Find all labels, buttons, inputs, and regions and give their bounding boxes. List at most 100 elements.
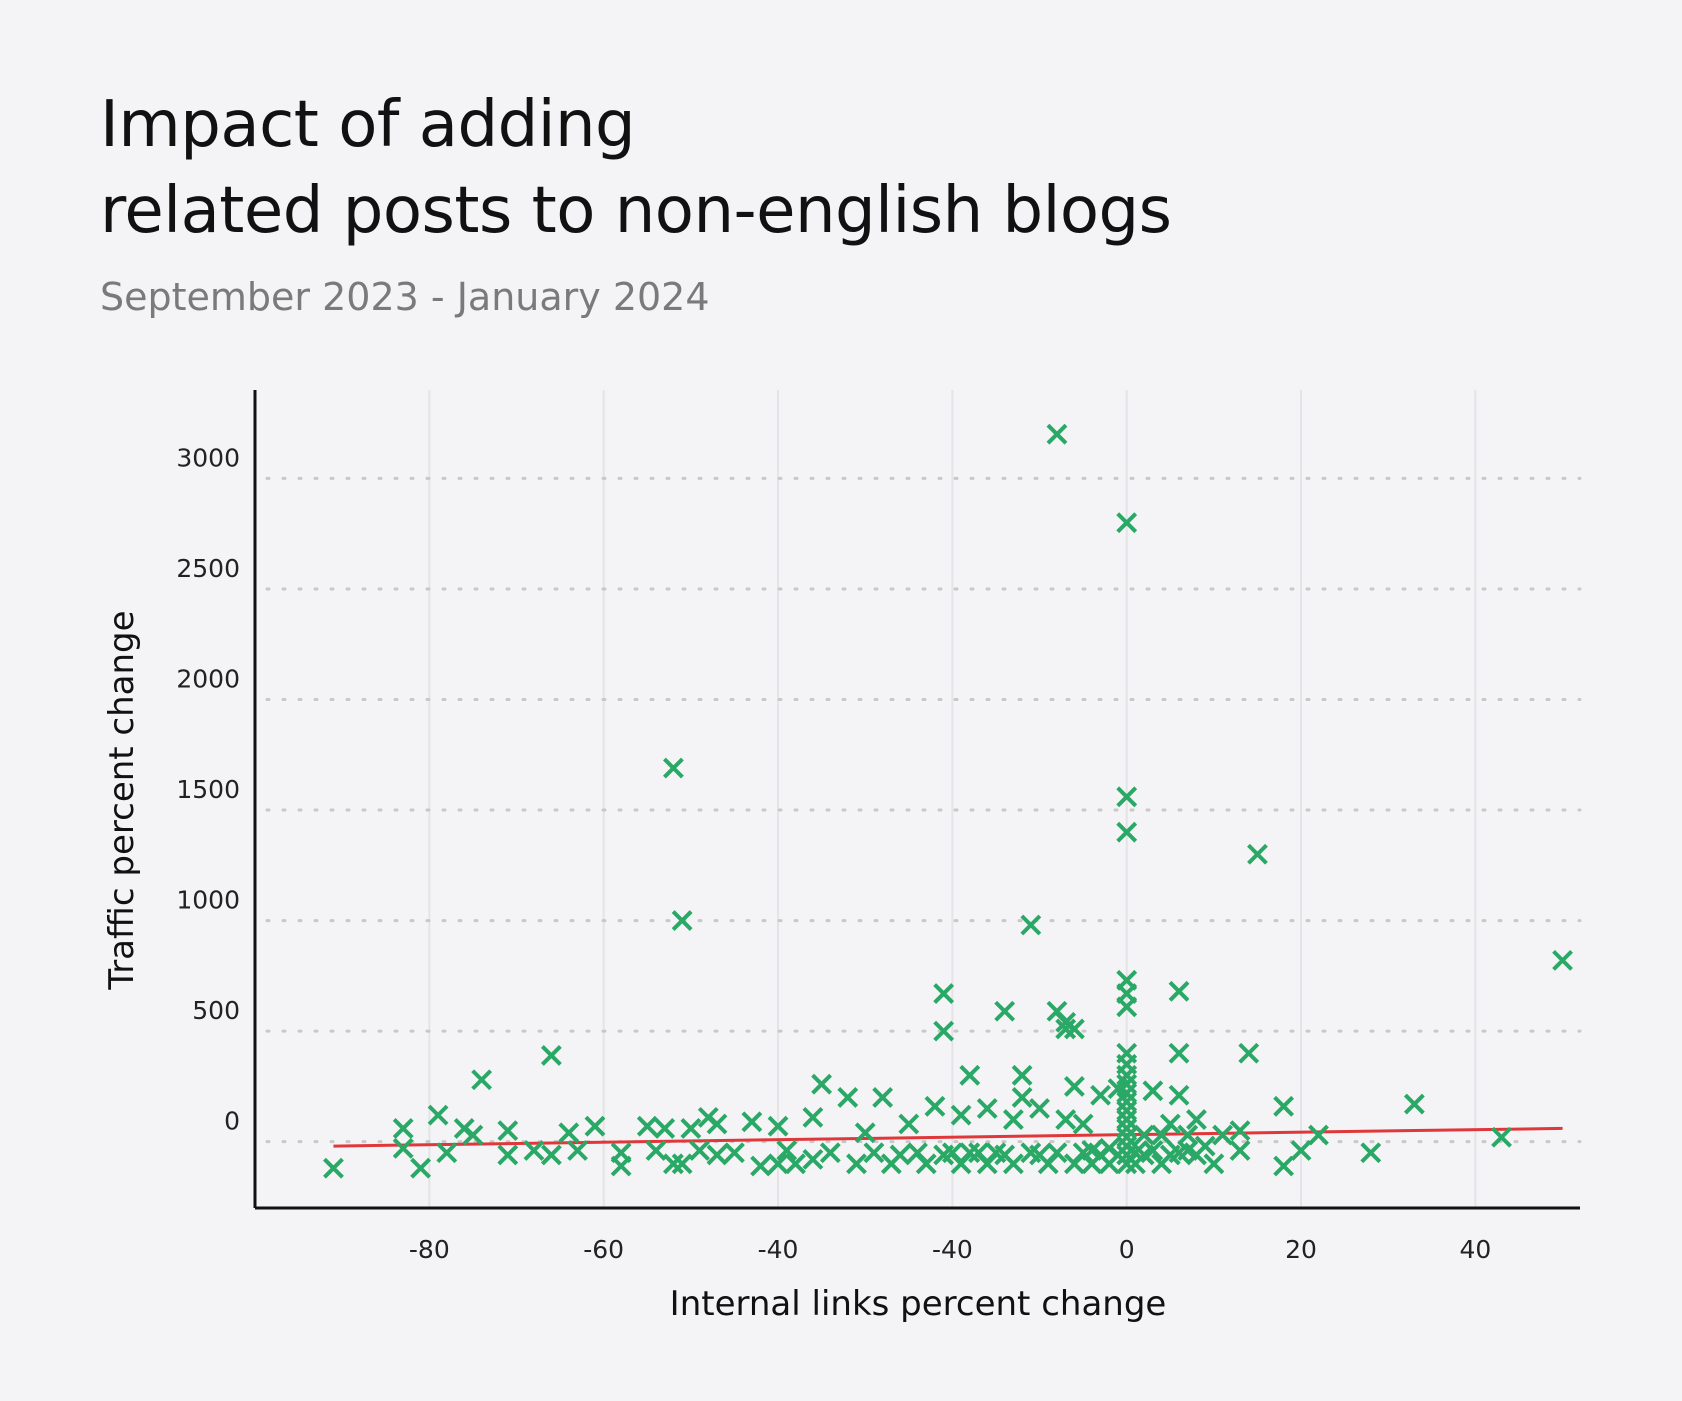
data-point-marker (706, 1113, 728, 1135)
data-point-marker (1308, 1124, 1329, 1146)
chart-title: Impact of adding related posts to non-en… (100, 82, 1172, 254)
data-point-marker (706, 1144, 728, 1166)
y-tick-label: 2500 (176, 554, 240, 583)
data-point-marker (811, 1073, 833, 1095)
data-point-marker (1186, 1109, 1207, 1130)
data-point-marker (392, 1137, 414, 1159)
data-point-marker (1403, 1093, 1425, 1115)
data-point-marker (994, 1000, 1016, 1022)
data-point-marker (567, 1140, 588, 1161)
data-point-marker (1116, 1091, 1138, 1113)
data-point-marker (1229, 1140, 1251, 1161)
data-point-marker (1247, 843, 1268, 865)
data-point-marker (689, 1140, 710, 1161)
data-point-marker (1116, 512, 1138, 534)
data-point-marker (1002, 1153, 1024, 1175)
data-point-marker (1212, 1124, 1234, 1146)
data-point-marker (471, 1069, 493, 1091)
data-point-marker (802, 1148, 824, 1170)
data-point-marker (872, 1087, 894, 1108)
data-point-marker (959, 1064, 981, 1086)
data-point-marker (1072, 1113, 1094, 1135)
data-point-marker (1116, 1082, 1138, 1104)
data-point-marker (846, 1153, 867, 1175)
data-point-marker (889, 1144, 911, 1166)
data-point-marker (1116, 1064, 1138, 1086)
data-point-marker (915, 1153, 937, 1175)
y-tick-label: 500 (192, 996, 240, 1025)
data-point-marker (1116, 786, 1138, 808)
data-point-marker (497, 1120, 519, 1142)
data-point-marker (645, 1140, 667, 1161)
data-point-marker (1229, 1120, 1251, 1142)
data-point-marker (767, 1153, 789, 1175)
data-point-marker (1552, 949, 1573, 971)
data-point-marker (410, 1157, 432, 1179)
y-tick-label: 0 (224, 1107, 240, 1136)
tick-labels: -80 -60 -40 -40 0 20 40 0 500 1000 1500 2000 2500 300… (176, 443, 1491, 1264)
data-point-marker (671, 1153, 693, 1175)
data-point-marker (950, 1104, 972, 1126)
data-point-marker (427, 1104, 449, 1126)
data-point-marker (959, 1142, 981, 1164)
data-point-marker (1055, 1018, 1077, 1040)
grid-lines (265, 390, 1582, 1208)
data-point-marker (1116, 1117, 1138, 1139)
title-line-1: Impact of adding (100, 88, 636, 162)
data-point-marker (654, 1117, 676, 1139)
y-tick-label: 3000 (176, 443, 240, 472)
data-point-marker (776, 1140, 798, 1161)
data-point-marker (671, 910, 693, 932)
data-point-marker (1177, 1124, 1199, 1146)
data-point-marker (680, 1117, 702, 1139)
data-point-marker (663, 1153, 684, 1175)
data-point-marker (741, 1111, 763, 1133)
data-point-marker (392, 1117, 414, 1139)
x-tick-label: 20 (1285, 1235, 1317, 1264)
data-point-marker (1090, 1084, 1111, 1106)
data-point-marker (750, 1155, 772, 1177)
data-point-marker (610, 1155, 632, 1177)
data-point-marker (724, 1142, 745, 1164)
data-point-marker (1055, 1109, 1077, 1130)
data-point-marker (1203, 1153, 1225, 1175)
data-point-marker (802, 1106, 824, 1128)
data-point-marker (462, 1124, 484, 1146)
data-point-marker (1020, 914, 1042, 936)
y-tick-label: 1000 (176, 886, 240, 915)
data-point-marker (898, 1113, 920, 1135)
data-point-marker (1273, 1155, 1295, 1177)
axes (253, 390, 1580, 1210)
title-line-2: related posts to non-english blogs (100, 174, 1172, 248)
y-tick-label: 2000 (176, 665, 240, 694)
data-point-marker (584, 1115, 606, 1137)
data-point-marker (1002, 1109, 1024, 1130)
data-point-marker (1116, 1126, 1138, 1148)
data-point-marker (497, 1144, 519, 1166)
x-axis-title: Internal links percent change (670, 1284, 1167, 1324)
data-point-marker (540, 1144, 562, 1166)
data-point-marker (1046, 423, 1068, 445)
data-point-marker (323, 1157, 344, 1179)
data-point-marker (1290, 1140, 1312, 1161)
data-point-marker (1046, 1142, 1068, 1164)
data-point-marker (1360, 1142, 1382, 1164)
y-tick-label: 1500 (176, 775, 240, 804)
data-point-marker (1029, 1098, 1050, 1119)
data-point-marker (1133, 1124, 1155, 1146)
data-point-marker (1159, 1113, 1181, 1135)
trend-line (333, 1126, 1563, 1148)
chart-subtitle: September 2023 - January 2024 (100, 275, 710, 319)
data-point-marker (663, 757, 684, 779)
data-points (323, 423, 1573, 1179)
data-point-marker (933, 983, 955, 1004)
x-tick-label: -40 (758, 1235, 799, 1264)
data-point-marker (785, 1153, 806, 1175)
trend-line-layer (333, 1126, 1563, 1148)
x-tick-label: 0 (1119, 1235, 1135, 1264)
data-point-marker (1142, 1080, 1164, 1102)
data-point-marker (1011, 1064, 1033, 1086)
data-point-marker (933, 1020, 955, 1042)
x-tick-label: -40 (932, 1235, 973, 1264)
